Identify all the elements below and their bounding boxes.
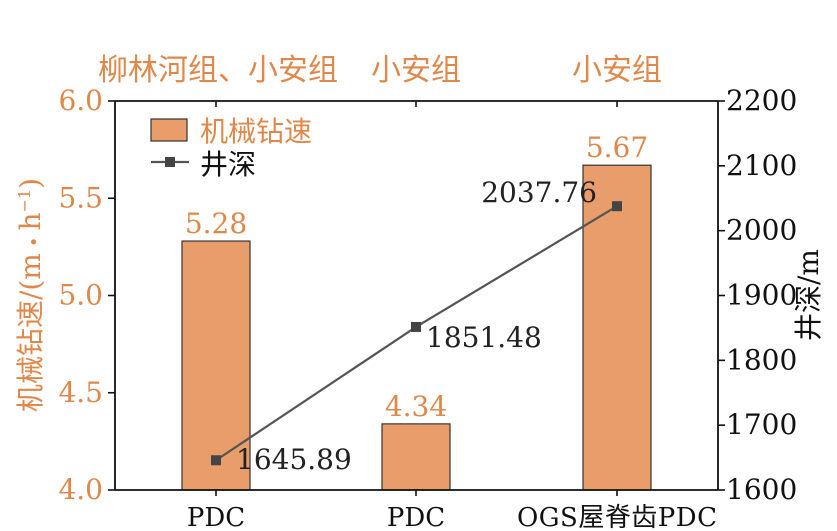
y-right-axis-label: 井深/m bbox=[792, 249, 825, 341]
y-left-tick-label: 5.5 bbox=[58, 181, 103, 214]
legend-line-label: 井深 bbox=[200, 148, 256, 181]
y-left-tick-label: 4.0 bbox=[58, 473, 103, 506]
y-left-tick-label: 6.0 bbox=[58, 84, 103, 117]
line-value-label: 1645.89 bbox=[236, 443, 352, 476]
x-tick-label: PDC bbox=[187, 503, 245, 531]
top-group-label: 柳林河组、小安组 bbox=[98, 53, 338, 88]
y-right-tick-label: 1900 bbox=[726, 279, 797, 312]
y-left-axis-label: 机械钻速/(m•h−1) bbox=[14, 178, 47, 412]
legend: 机械钻速 井深 bbox=[150, 115, 312, 181]
bar-value-label: 5.67 bbox=[586, 131, 648, 164]
legend-line-marker bbox=[165, 157, 175, 167]
line-value-label: 2037.76 bbox=[481, 176, 597, 209]
y-left-tick-label: 4.5 bbox=[58, 376, 103, 409]
y-right-tick-label: 2200 bbox=[726, 84, 797, 117]
y-right-tick-label: 1700 bbox=[726, 408, 797, 441]
top-group-label: 小安组 bbox=[371, 53, 461, 88]
bar bbox=[582, 164, 652, 491]
y-right-tick-label: 1600 bbox=[726, 473, 797, 506]
line-value-labels: 1645.89 1851.48 2037.76 bbox=[236, 176, 597, 476]
top-group-label: 小安组 bbox=[572, 53, 662, 88]
line-value-label: 1851.48 bbox=[426, 321, 542, 354]
x-tick-labels: PDC PDC OGS屋脊齿PDC bbox=[187, 503, 717, 531]
line-point bbox=[612, 201, 622, 212]
group-labels: 柳林河组、小安组 小安组 小安组 bbox=[98, 53, 662, 88]
y-left-tick-label: 5.0 bbox=[58, 279, 103, 312]
y-right-tick-label: 1800 bbox=[726, 343, 797, 376]
bar-value-label: 4.34 bbox=[385, 390, 447, 423]
legend-bar-swatch bbox=[150, 118, 188, 142]
x-tick-label: PDC bbox=[387, 503, 445, 531]
line-series bbox=[211, 201, 622, 466]
bar bbox=[381, 423, 451, 491]
bar bbox=[181, 240, 251, 491]
x-tick-label: OGS屋脊齿PDC bbox=[517, 503, 717, 531]
y-right-tick-label: 2000 bbox=[726, 214, 797, 247]
axes: 4.0 4.5 5.0 5.5 6.0 1600 1700 1800 1900 2000 2100 2… bbox=[58, 84, 797, 506]
bar-value-labels: 5.28 4.34 5.67 bbox=[185, 131, 648, 423]
bar-value-label: 5.28 bbox=[185, 207, 247, 240]
line-point bbox=[411, 321, 421, 332]
y-right-tick-label: 2100 bbox=[726, 149, 797, 182]
line-point bbox=[211, 455, 221, 466]
legend-bar-label: 机械钻速 bbox=[200, 115, 312, 148]
